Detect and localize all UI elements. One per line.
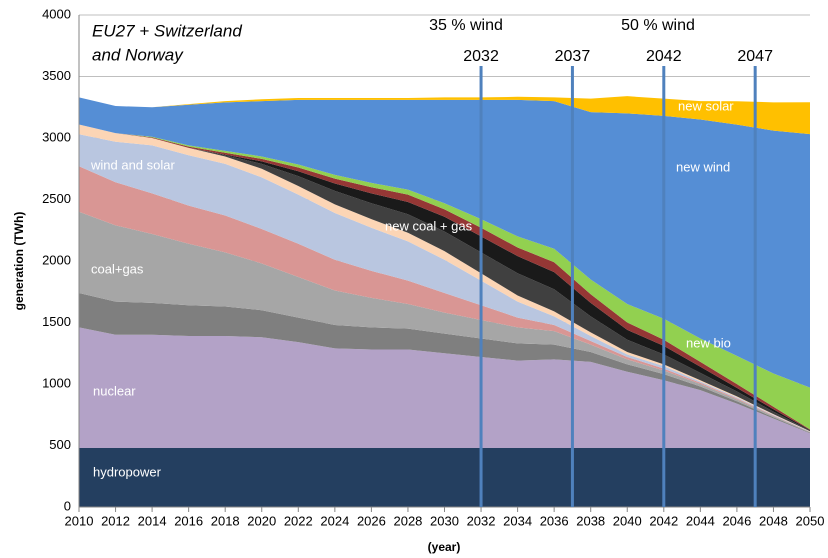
x-tick-label: 2044	[686, 513, 715, 528]
x-tick-label: 2020	[247, 513, 276, 528]
x-tick-label: 2038	[576, 513, 605, 528]
area	[79, 327, 810, 448]
x-tick-label: 2030	[430, 513, 459, 528]
x-tick-label: 2034	[503, 513, 532, 528]
x-tick-label: 2040	[613, 513, 642, 528]
area	[79, 211, 810, 433]
area	[79, 96, 810, 135]
series-label: new solar	[678, 98, 734, 113]
area	[79, 447, 810, 507]
y-tick-label: 2000	[42, 252, 71, 267]
x-tick-label: 2022	[284, 513, 313, 528]
area	[79, 97, 810, 388]
x-tick-label: 2028	[393, 513, 422, 528]
x-tick-label: 2024	[320, 513, 349, 528]
x-tick-label: 2014	[138, 513, 167, 528]
series-label: hydropower	[93, 464, 162, 479]
annotation: 50 % wind	[621, 17, 695, 34]
area	[79, 134, 810, 432]
plot-areas	[79, 14, 810, 508]
chart-title: EU27 + Switzerland	[92, 21, 242, 40]
y-tick-label: 2500	[42, 191, 71, 206]
x-tick-label: 2036	[540, 513, 569, 528]
x-tick-label: 2026	[357, 513, 386, 528]
y-tick-label: 3500	[42, 68, 71, 83]
x-tick-label: 2032	[467, 513, 496, 528]
x-tick-label: 2016	[174, 513, 203, 528]
series-label: wind and solar	[90, 157, 175, 172]
annotation: 35 % wind	[429, 17, 503, 34]
marker-label: 2032	[463, 48, 499, 65]
x-axis-title: (year)	[428, 540, 461, 554]
y-tick-label: 1500	[42, 314, 71, 329]
y-tick-label: 500	[49, 437, 71, 452]
y-tick-label: 0	[64, 498, 71, 513]
area	[79, 166, 810, 432]
x-tick-label: 2018	[211, 513, 240, 528]
series-label: new bio	[686, 335, 731, 350]
x-tick-label: 2010	[65, 513, 94, 528]
y-tick-label: 3000	[42, 129, 71, 144]
y-tick-label: 4000	[42, 6, 71, 21]
chart-title: and Norway	[92, 45, 184, 64]
x-tick-label: 2012	[101, 513, 130, 528]
marker-label: 2047	[737, 48, 773, 65]
series-label: new wind	[676, 159, 730, 174]
series-label: new coal + gas	[385, 218, 473, 233]
area	[79, 292, 810, 434]
x-tick-label: 2050	[796, 513, 825, 528]
marker-label: 2042	[646, 48, 682, 65]
x-tick-label: 2046	[722, 513, 751, 528]
y-axis-title: generation (TWh)	[12, 212, 26, 311]
series-label: nuclear	[93, 383, 136, 398]
x-tick-label: 2048	[759, 513, 788, 528]
series-label: coal+gas	[91, 261, 144, 276]
x-tick-label: 2042	[649, 513, 678, 528]
marker-label: 2037	[555, 48, 591, 65]
y-tick-label: 1000	[42, 375, 71, 390]
